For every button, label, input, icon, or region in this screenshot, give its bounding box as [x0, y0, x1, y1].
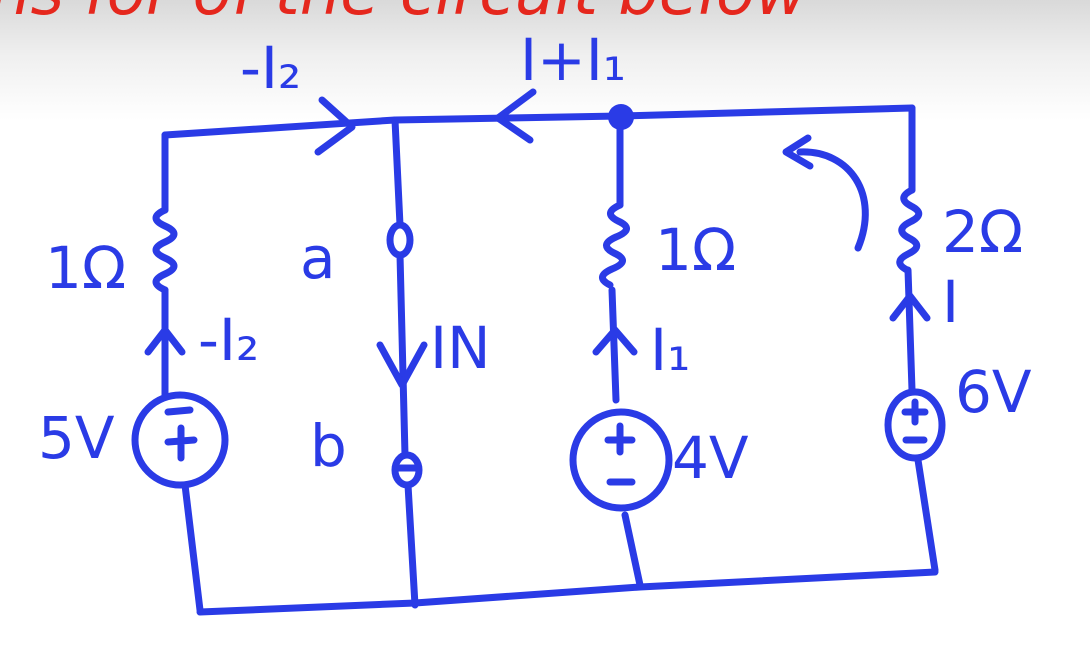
terminal-branch-wire — [391, 116, 419, 609]
bottom-wire — [196, 568, 939, 616]
resistor-3-icon — [896, 186, 923, 274]
arrow-r3-up-icon — [889, 292, 931, 322]
terminal-b-icon — [391, 451, 423, 489]
label-source-6v: 6V — [955, 358, 1032, 426]
label-r1-current: -I₂ — [198, 306, 259, 374]
arrow-top-mid-icon — [494, 88, 537, 144]
label-r2-value: 1Ω — [655, 216, 736, 284]
arrow-top-left-icon — [314, 96, 356, 156]
top-wire-left — [161, 104, 916, 139]
voltage-source-5v-icon — [131, 391, 229, 489]
label-node-a: a — [300, 224, 336, 292]
label-r3-value: 2Ω — [942, 198, 1023, 266]
label-r3-current: I — [942, 268, 959, 336]
right-branch-wire — [904, 104, 939, 574]
curved-arrow-icon — [782, 134, 869, 252]
voltage-source-6v-icon — [884, 388, 946, 462]
arrow-r2-up-icon — [592, 326, 638, 356]
voltage-source-4v-icon — [569, 408, 673, 512]
header-text: ns for of the circuit below — [0, 0, 808, 30]
node-dot — [608, 104, 634, 130]
left-branch-wire — [161, 131, 204, 614]
label-top-left-current: -I₂ — [240, 34, 301, 102]
label-norton-current: IN — [430, 314, 491, 382]
middle-branch-wire — [608, 112, 644, 589]
source-5v-signs — [164, 406, 198, 462]
arrow-r1-up-icon — [144, 326, 186, 356]
terminal-a-icon — [386, 221, 414, 259]
label-r1-value: 1Ω — [45, 234, 126, 302]
label-source-4v: 4V — [672, 424, 749, 492]
label-top-mid-current: I+I₁ — [520, 26, 626, 94]
label-node-b: b — [310, 412, 347, 480]
resistor-2-icon — [599, 201, 630, 289]
resistor-1-icon — [152, 206, 178, 294]
label-r2-current: I₁ — [650, 316, 690, 384]
label-source-5v: 5V — [38, 404, 115, 472]
source-6v-signs — [901, 398, 929, 444]
source-4v-signs — [604, 422, 636, 486]
header-fade — [0, 0, 1090, 120]
arrow-norton-down-icon — [376, 341, 428, 389]
